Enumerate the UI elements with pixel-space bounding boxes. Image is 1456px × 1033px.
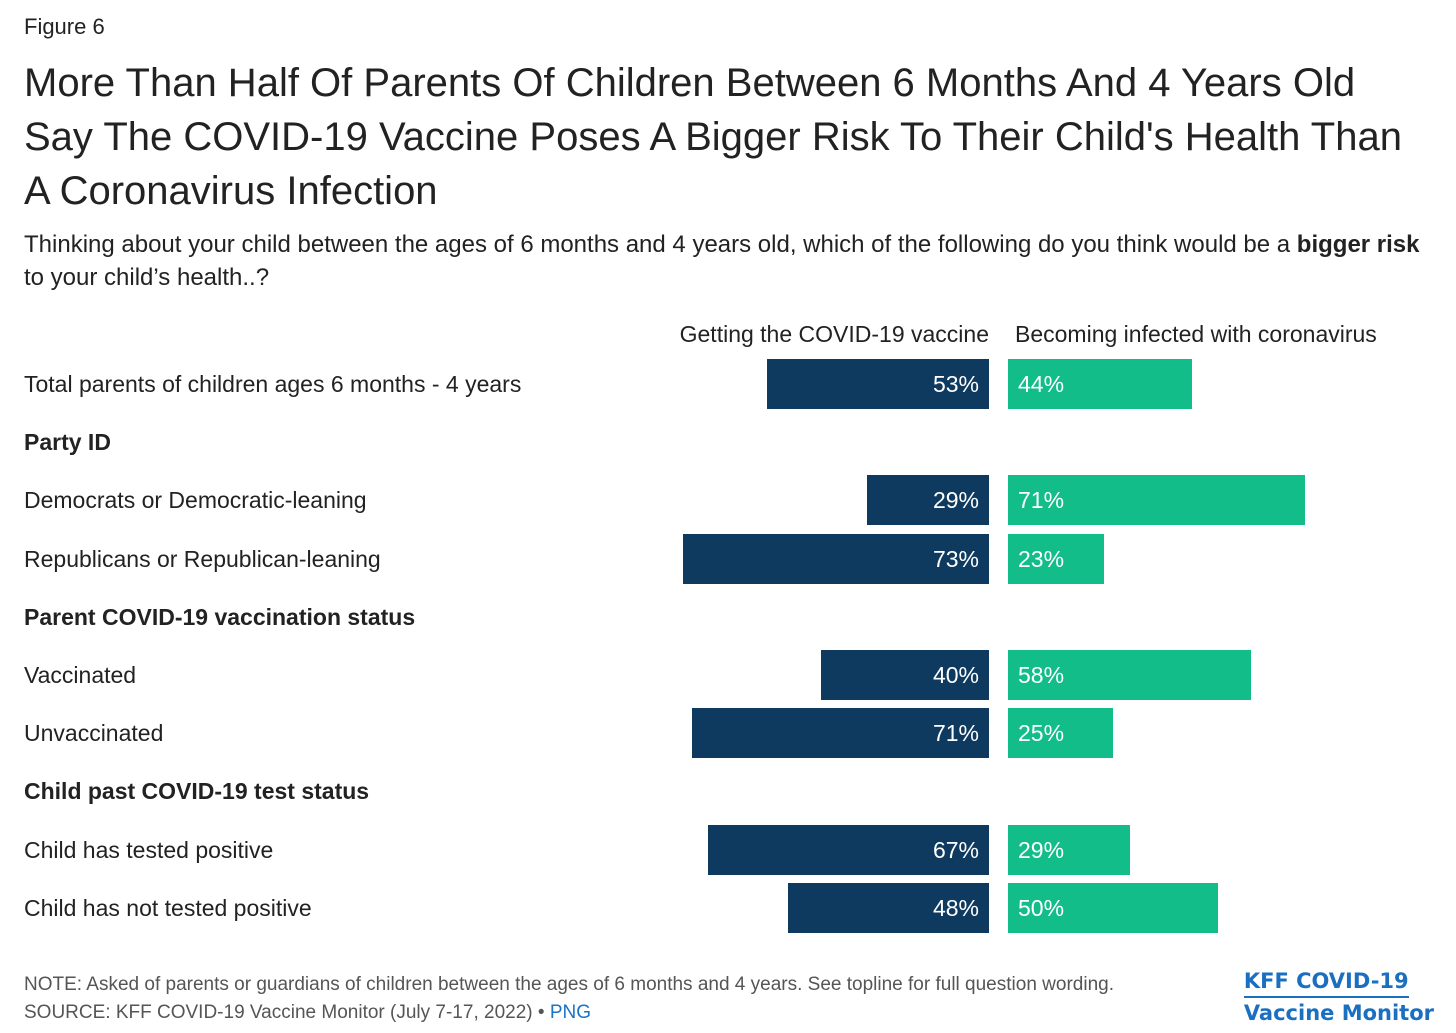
row-label: Child has not tested positive <box>24 895 312 921</box>
group-heading: Child past COVID-19 test status <box>24 778 370 804</box>
row-label: Republicans or Republican-leaning <box>24 546 381 572</box>
bar-infection: 58% <box>1008 650 1251 700</box>
group-heading: Parent COVID-19 vaccination status <box>24 604 416 630</box>
figure-label: Figure 6 <box>24 14 105 39</box>
bar-infection: 44% <box>1008 359 1192 409</box>
brand-line2: Vaccine Monitor <box>1243 1001 1434 1025</box>
brand-logo[interactable]: KFF COVID-19 Vaccine Monitor <box>1243 966 1434 1028</box>
bar-infection: 25% <box>1008 708 1113 758</box>
subtitle-text-end: to your child’s health..? <box>24 264 270 291</box>
chart-title: More Than Half Of Parents Of Children Be… <box>24 61 1402 213</box>
png-link[interactable]: PNG <box>549 1002 591 1023</box>
row-label: Vaccinated <box>24 662 137 688</box>
bar-vaccine: 73% <box>683 534 989 584</box>
legend-infection: Becoming infected with coronavirus <box>1015 321 1377 347</box>
footer: NOTE: Asked of parents or guardians of c… <box>24 971 1114 1027</box>
bar-vaccine: 67% <box>708 825 989 875</box>
row-label: Total parents of children ages 6 months … <box>24 371 522 397</box>
bar-infection: 29% <box>1008 825 1130 875</box>
bar-vaccine: 40% <box>821 650 989 700</box>
chart-subtitle: Thinking about your child between the ag… <box>24 228 1434 294</box>
group-heading: Party ID <box>24 429 111 455</box>
bar-vaccine: 48% <box>788 883 989 933</box>
row-label: Democrats or Democratic-leaning <box>24 487 367 513</box>
bar-infection: 50% <box>1008 883 1218 933</box>
bar-vaccine: 71% <box>692 708 989 758</box>
bar-vaccine: 53% <box>767 359 989 409</box>
footer-note: NOTE: Asked of parents or guardians of c… <box>24 974 1114 995</box>
source-text: SOURCE: KFF COVID-19 Vaccine Monitor (Ju… <box>24 1002 550 1023</box>
brand-line1: KFF COVID-19 <box>1243 966 1409 998</box>
subtitle-text: Thinking about your child between the ag… <box>24 231 1297 258</box>
bar-vaccine: 29% <box>867 475 989 525</box>
footer-source: SOURCE: KFF COVID-19 Vaccine Monitor (Ju… <box>24 999 1114 1027</box>
bar-infection: 71% <box>1008 475 1305 525</box>
bar-infection: 23% <box>1008 534 1104 584</box>
subtitle-emphasis: bigger risk <box>1296 231 1420 258</box>
legend-vaccine: Getting the COVID-19 vaccine <box>679 321 989 347</box>
row-label: Child has tested positive <box>24 837 274 863</box>
row-label: Unvaccinated <box>24 720 164 746</box>
